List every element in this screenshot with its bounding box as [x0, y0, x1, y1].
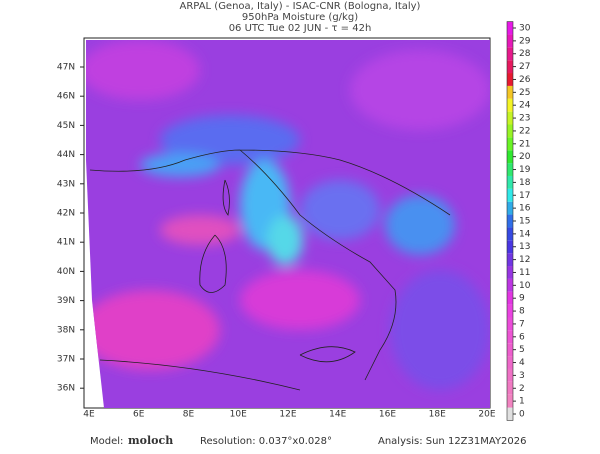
colorbar-cell	[507, 291, 513, 305]
colorbar-label: 0	[519, 410, 525, 420]
lat-label: 47N	[57, 63, 75, 73]
colorbar-label: 10	[519, 281, 531, 291]
colorbar-cell	[507, 227, 513, 241]
resolution: Resolution: 0.037°x0.028°	[200, 436, 332, 447]
colorbar-label: 7	[519, 319, 525, 329]
colorbar-cell	[507, 85, 513, 99]
colorbar-cell	[507, 266, 513, 279]
colorbar-cell	[507, 73, 513, 86]
colorbar-cell	[507, 98, 513, 112]
colorbar-label: 13	[519, 242, 530, 252]
lon-label: 4E	[83, 410, 95, 420]
colorbar-cell	[507, 188, 513, 202]
colorbar-cell	[507, 47, 513, 61]
colorbar-label: 30	[519, 24, 531, 34]
colorbar-cell	[507, 137, 513, 151]
lon-label: 8E	[183, 410, 195, 420]
colorbar-label: 3	[519, 371, 525, 381]
colorbar-label: 17	[519, 191, 530, 201]
analysis: Analysis: Sun 12Z31MAY2026	[378, 436, 527, 447]
colorbar-cell	[507, 175, 513, 189]
model-name: moloch	[128, 434, 173, 447]
title-line: 06 UTC Tue 02 JUN - τ = 42h	[229, 23, 372, 34]
colorbar-frame	[506, 21, 514, 421]
title-line: 950hPa Moisture (g/kg)	[242, 12, 358, 23]
colorbar-label: 22	[519, 126, 530, 136]
lat-label: 46N	[57, 92, 75, 102]
colorbar-label: 9	[519, 294, 525, 304]
lon-label: 14E	[329, 410, 346, 420]
colorbar-label: 12	[519, 255, 530, 265]
colorbar-label: 6	[519, 332, 525, 342]
lat-label: 44N	[57, 150, 75, 160]
colorbar-label: 4	[519, 358, 525, 368]
lat-label: 42N	[57, 209, 75, 219]
model-label: Model:	[90, 436, 123, 447]
colorbar-cell	[507, 330, 513, 344]
colorbar-cell	[507, 356, 513, 369]
lat-label: 39N	[57, 296, 75, 306]
colorbar-label: 23	[519, 114, 530, 124]
colorbar-cell	[507, 124, 513, 138]
lat-label: 43N	[57, 179, 75, 189]
colorbar-cell	[507, 278, 513, 292]
colorbar-label: 15	[519, 217, 530, 227]
colorbar-cell	[507, 407, 513, 421]
lon-label: 20E	[478, 410, 495, 420]
colorbar-label: 29	[519, 36, 531, 46]
colorbar-cell	[507, 317, 513, 331]
colorbar: 0123456789101112131415161718192021222324…	[506, 21, 531, 421]
colorbar-cell	[507, 201, 513, 215]
colorbar-cell	[507, 150, 513, 164]
colorbar-label: 20	[519, 152, 531, 162]
colorbar-label: 2	[519, 384, 525, 394]
colorbar-label: 8	[519, 307, 525, 317]
colorbar-cell	[507, 111, 513, 125]
colorbar-cell	[507, 394, 513, 408]
colorbar-cell	[507, 21, 513, 35]
colorbar-label: 26	[519, 75, 531, 85]
lat-label: 45N	[57, 121, 75, 131]
colorbar-cell	[507, 214, 513, 228]
colorbar-label: 25	[519, 88, 530, 98]
colorbar-cell	[507, 368, 513, 382]
colorbar-cell	[507, 163, 513, 176]
colorbar-label: 16	[519, 204, 531, 214]
lat-label: 41N	[57, 238, 75, 248]
colorbar-cell	[507, 240, 513, 254]
colorbar-label: 19	[519, 165, 531, 175]
colorbar-cell	[507, 343, 513, 357]
colorbar-label: 27	[519, 62, 530, 72]
moisture-field	[86, 40, 490, 408]
colorbar-label: 5	[519, 345, 525, 355]
colorbar-label: 18	[519, 178, 531, 188]
colorbar-cell	[507, 60, 513, 74]
colorbar-cell	[507, 381, 513, 395]
colorbar-cell	[507, 34, 513, 48]
lon-label: 10E	[230, 410, 247, 420]
colorbar-label: 14	[519, 229, 531, 239]
colorbar-label: 11	[519, 268, 530, 278]
lon-label: 16E	[379, 410, 396, 420]
lon-label: 6E	[133, 410, 145, 420]
lon-label: 12E	[279, 410, 296, 420]
lat-label: 36N	[57, 384, 75, 394]
colorbar-label: 1	[519, 397, 525, 407]
colorbar-label: 28	[519, 49, 531, 59]
title-line: ARPAL (Genoa, Italy) - ISAC-CNR (Bologna…	[180, 1, 421, 12]
lat-label: 40N	[57, 267, 75, 277]
colorbar-label: 21	[519, 139, 530, 149]
lat-label: 37N	[57, 355, 75, 365]
lat-label: 38N	[57, 325, 75, 335]
colorbar-cell	[507, 304, 513, 318]
colorbar-label: 24	[519, 101, 531, 111]
colorbar-cell	[507, 253, 513, 267]
lon-label: 18E	[429, 410, 446, 420]
